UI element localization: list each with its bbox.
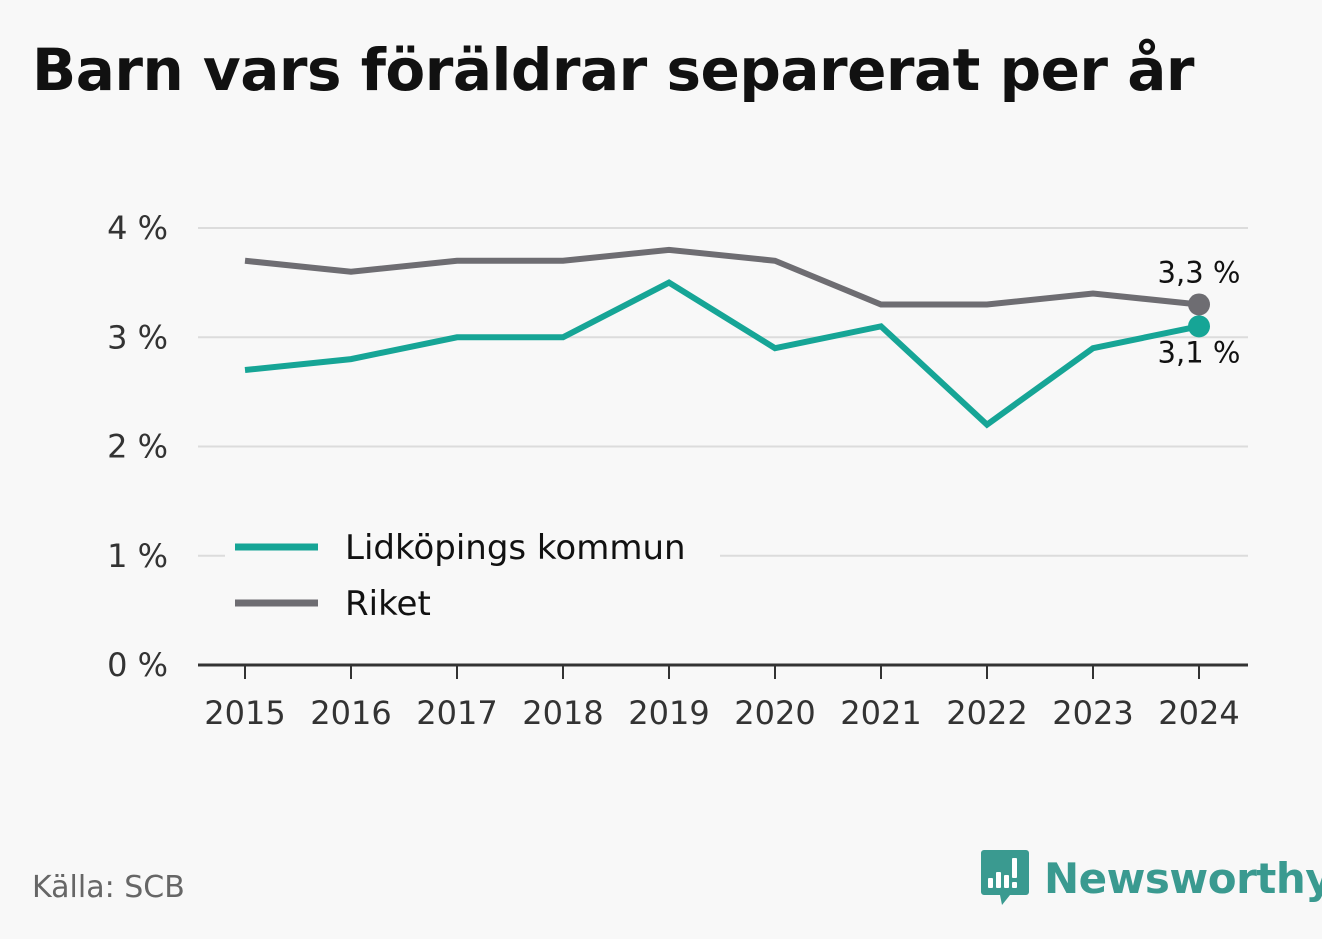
y-tick-label: 2 %	[107, 428, 168, 466]
x-tick-label: 2018	[522, 694, 603, 732]
x-tick-label: 2024	[1158, 694, 1239, 732]
brand-name: Newsworthy	[1044, 853, 1322, 903]
brand-logo: Newsworthy	[980, 848, 1322, 908]
legend-label: Lidköpings kommun	[345, 528, 686, 568]
y-tick-label: 3 %	[107, 318, 168, 356]
y-tick-label: 0 %	[107, 646, 168, 684]
x-tick-label: 2015	[204, 694, 285, 732]
line-chart: 0 % 1 % 2 % 3 % 4 % 2015 2016 2017 2018 2019 2020 2…	[107, 209, 1248, 732]
x-tick-label: 2016	[310, 694, 391, 732]
x-tick-label: 2022	[946, 694, 1027, 732]
end-value-label: 3,3 %	[1158, 255, 1241, 289]
series-line	[244, 246, 1200, 308]
chart-title: Barn vars föräldrar separerat per år	[32, 36, 1194, 104]
x-tick-label: 2017	[416, 694, 497, 732]
newsworthy-logo-icon	[981, 850, 1029, 905]
legend-background	[225, 515, 720, 635]
x-tick-label: 2020	[734, 694, 815, 732]
x-tick-label: 2021	[840, 694, 921, 732]
data-point	[1188, 315, 1210, 338]
y-tick-label: 1 %	[107, 537, 168, 575]
legend-label: Riket	[345, 584, 431, 624]
end-value-label: 3,1 %	[1158, 335, 1241, 369]
y-tick-label: 4 %	[107, 209, 168, 247]
source-note: Källa: SCB	[32, 870, 185, 905]
series-line	[244, 279, 1200, 429]
data-point	[1188, 293, 1210, 316]
x-tick-label: 2023	[1052, 694, 1133, 732]
x-tick-label: 2019	[628, 694, 709, 732]
